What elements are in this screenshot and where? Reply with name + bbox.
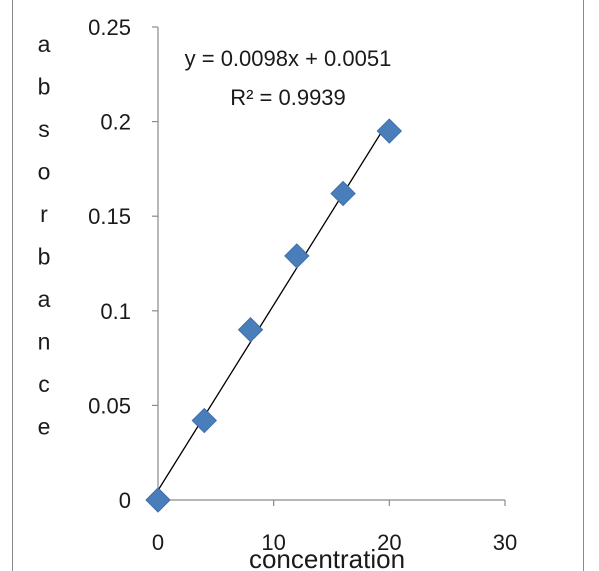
trendline-equation: y = 0.0098x + 0.0051 bbox=[185, 46, 392, 71]
y-axis-label-letter: a bbox=[38, 286, 51, 312]
y-axis-label-letter: n bbox=[38, 329, 51, 355]
data-points bbox=[145, 118, 403, 513]
x-tick-label: 0 bbox=[152, 530, 164, 555]
x-axis-ticks: 0 10 20 30 bbox=[152, 500, 517, 555]
y-axis-label-letter: b bbox=[38, 74, 51, 100]
y-tick-label: 0.2 bbox=[100, 110, 131, 135]
chart-area bbox=[12, 0, 584, 571]
x-tick-label: 30 bbox=[493, 530, 517, 555]
data-point-marker bbox=[237, 317, 264, 343]
y-axis-label-letter: c bbox=[38, 371, 50, 397]
y-tick-label: 0.25 bbox=[88, 15, 131, 40]
y-tick-label: 0.1 bbox=[100, 299, 131, 324]
trendline-r-squared: R² = 0.9939 bbox=[230, 85, 346, 110]
x-tick-label: 10 bbox=[261, 530, 285, 555]
axes bbox=[157, 27, 505, 501]
y-axis-label-letter: s bbox=[38, 116, 50, 142]
y-axis-label-letter: a bbox=[38, 31, 51, 57]
x-axis-label: concentration bbox=[249, 544, 405, 571]
trendline bbox=[157, 119, 390, 491]
trendline-group bbox=[157, 119, 390, 491]
y-tick-label: 0.15 bbox=[88, 204, 131, 229]
y-tick-label: 0 bbox=[119, 488, 131, 513]
x-tick-label: 20 bbox=[377, 530, 401, 555]
data-point-marker bbox=[284, 243, 310, 269]
y-tick-label: 0.05 bbox=[88, 393, 131, 418]
data-point-marker bbox=[191, 407, 217, 434]
data-point-marker bbox=[376, 118, 403, 144]
y-axis-label-letter: r bbox=[40, 201, 48, 227]
y-axis-label-letter: o bbox=[38, 159, 51, 185]
data-point-marker bbox=[330, 180, 356, 207]
y-axis-label-letter: e bbox=[38, 414, 51, 440]
y-axis-ticks: 0 0.05 0.1 0.15 0.2 0.25 bbox=[88, 15, 158, 513]
data-point-marker bbox=[145, 487, 171, 513]
y-axis-label-letter: b bbox=[38, 244, 51, 270]
